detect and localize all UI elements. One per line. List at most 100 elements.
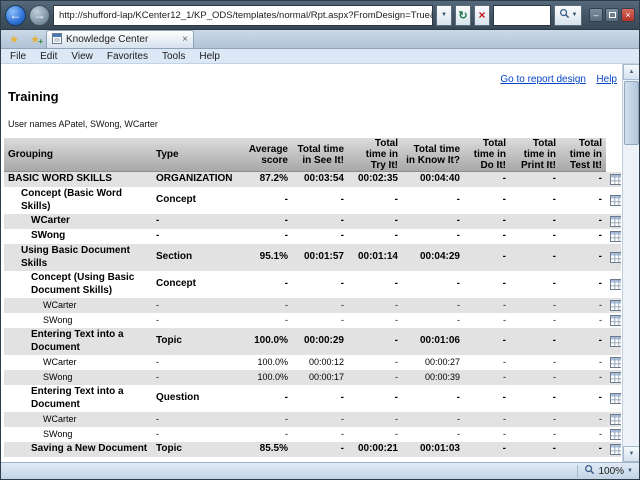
chevron-up-icon: ▲ bbox=[628, 69, 635, 75]
value-cell: - bbox=[599, 428, 602, 439]
row-details-icon[interactable] bbox=[606, 393, 621, 404]
type-cell: Topic bbox=[156, 443, 182, 455]
value-cell: 95.1% bbox=[259, 251, 288, 263]
report-table: Grouping Type Average score Total time in S… bbox=[4, 138, 621, 457]
value-cell: 100.0% bbox=[254, 335, 288, 347]
menu-file[interactable]: File bbox=[10, 50, 27, 62]
scroll-down-button[interactable]: ▼ bbox=[623, 446, 639, 462]
chevron-down-icon: ▼ bbox=[628, 451, 635, 457]
tab-knowledge-center[interactable]: Knowledge Center × bbox=[46, 30, 194, 48]
scroll-up-button[interactable]: ▲ bbox=[623, 64, 639, 80]
row-details-icon[interactable] bbox=[606, 279, 621, 290]
value-cell: - bbox=[341, 299, 344, 310]
menu-view[interactable]: View bbox=[71, 50, 93, 62]
grouping-cell: Concept (Basic Word Skills) bbox=[21, 188, 122, 212]
menu-edit[interactable]: Edit bbox=[40, 50, 58, 62]
value-cell: - bbox=[395, 314, 398, 325]
search-icon bbox=[559, 6, 570, 24]
value-cell: - bbox=[503, 413, 506, 424]
value-cell: - bbox=[284, 194, 288, 206]
value-cell: - bbox=[284, 230, 288, 242]
vertical-scrollbar[interactable]: ▲ ▼ bbox=[622, 64, 639, 462]
menu-help[interactable]: Help bbox=[199, 50, 220, 62]
row-details-icon[interactable] bbox=[606, 216, 621, 227]
row-details-icon[interactable] bbox=[606, 372, 621, 383]
minimize-icon: – bbox=[593, 9, 599, 20]
value-cell: - bbox=[340, 230, 344, 242]
maximize-button[interactable] bbox=[605, 8, 619, 22]
help-link[interactable]: Help bbox=[596, 74, 617, 85]
value-cell: - bbox=[552, 230, 556, 242]
value-cell: - bbox=[552, 443, 556, 455]
address-bar[interactable]: http://shufford-lap/KCenter12_1/KP_ODS/t… bbox=[53, 4, 433, 26]
go-to-report-design-link[interactable]: Go to report design bbox=[500, 74, 586, 85]
row-details-icon[interactable] bbox=[606, 174, 621, 185]
row-details-icon[interactable] bbox=[606, 444, 621, 455]
refresh-button[interactable]: ↻ bbox=[455, 4, 471, 26]
value-cell: - bbox=[502, 251, 506, 263]
type-cell: Concept bbox=[156, 278, 196, 290]
row-details-icon[interactable] bbox=[606, 231, 621, 242]
menu-tools[interactable]: Tools bbox=[161, 50, 186, 62]
value-cell: - bbox=[598, 278, 602, 290]
row-details-icon[interactable] bbox=[606, 429, 621, 440]
scrollbar-thumb[interactable] bbox=[624, 81, 639, 145]
row-details-icon[interactable] bbox=[606, 336, 621, 347]
search-input[interactable] bbox=[493, 4, 551, 26]
zoom-level: 100% bbox=[598, 465, 625, 477]
close-button[interactable]: × bbox=[621, 8, 635, 22]
value-cell: - bbox=[456, 392, 460, 404]
value-cell: - bbox=[553, 299, 556, 310]
column-header: Total time in Try It! bbox=[365, 138, 398, 171]
value-cell: - bbox=[598, 173, 602, 185]
address-history-dropdown-button[interactable]: ▼ bbox=[436, 4, 452, 26]
value-cell: - bbox=[457, 299, 460, 310]
value-cell: - bbox=[341, 428, 344, 439]
value-cell: - bbox=[394, 230, 398, 242]
value-cell: - bbox=[502, 443, 506, 455]
row-details-icon[interactable] bbox=[606, 252, 621, 263]
value-cell: - bbox=[502, 278, 506, 290]
type-cell: Question bbox=[156, 392, 200, 404]
chevron-down-icon: ▼ bbox=[571, 12, 578, 18]
value-cell: - bbox=[340, 443, 344, 455]
table-row: Entering Text into a Document Question - - -… bbox=[4, 385, 621, 412]
row-details-icon[interactable] bbox=[606, 357, 621, 368]
search-button[interactable]: ▼ bbox=[554, 4, 582, 26]
forward-button[interactable]: → bbox=[29, 4, 50, 26]
add-favorite-button[interactable]: ★ + bbox=[25, 31, 45, 47]
zoom-icon bbox=[584, 462, 595, 479]
zoom-control[interactable]: 100% ▼ bbox=[577, 462, 633, 479]
value-cell: 87.2% bbox=[259, 173, 288, 185]
grouping-cell: BASIC WORD SKILLS bbox=[8, 173, 112, 185]
value-cell: - bbox=[553, 413, 556, 424]
table-row: SWong - - - - - - - - bbox=[4, 427, 621, 442]
star-icon: ★ bbox=[30, 33, 40, 46]
stop-button[interactable]: × bbox=[474, 4, 490, 26]
row-details-icon[interactable] bbox=[606, 195, 621, 206]
table-row: Saving a New Document Topic 85.5% - 00:00:21… bbox=[4, 442, 621, 457]
table-row: Concept (Using Basic Document Skills) Con… bbox=[4, 271, 621, 298]
row-details-icon[interactable] bbox=[606, 414, 621, 425]
menu-favorites[interactable]: Favorites bbox=[106, 50, 148, 62]
minimize-button[interactable]: – bbox=[589, 8, 603, 22]
back-arrow-icon: ← bbox=[9, 8, 22, 22]
value-cell: - bbox=[457, 314, 460, 325]
value-cell: - bbox=[553, 356, 556, 367]
column-header: Grouping bbox=[8, 149, 53, 160]
row-details-icon[interactable] bbox=[606, 315, 621, 326]
table-row: SWong - - - - - - - - bbox=[4, 313, 621, 328]
type-cell: - bbox=[156, 215, 160, 227]
row-details-icon[interactable] bbox=[606, 300, 621, 311]
value-cell: - bbox=[502, 230, 506, 242]
value-cell: - bbox=[553, 371, 556, 382]
type-cell: - bbox=[156, 314, 159, 325]
tab-close-icon[interactable]: × bbox=[182, 33, 188, 45]
favorites-center-button[interactable]: ★ bbox=[4, 31, 24, 47]
value-cell: - bbox=[502, 215, 506, 227]
value-cell: 00:00:39 bbox=[424, 371, 460, 382]
back-button[interactable]: ← bbox=[5, 4, 26, 26]
type-cell: Topic bbox=[156, 335, 182, 347]
grouping-cell: Entering Text into a Document bbox=[31, 329, 124, 353]
